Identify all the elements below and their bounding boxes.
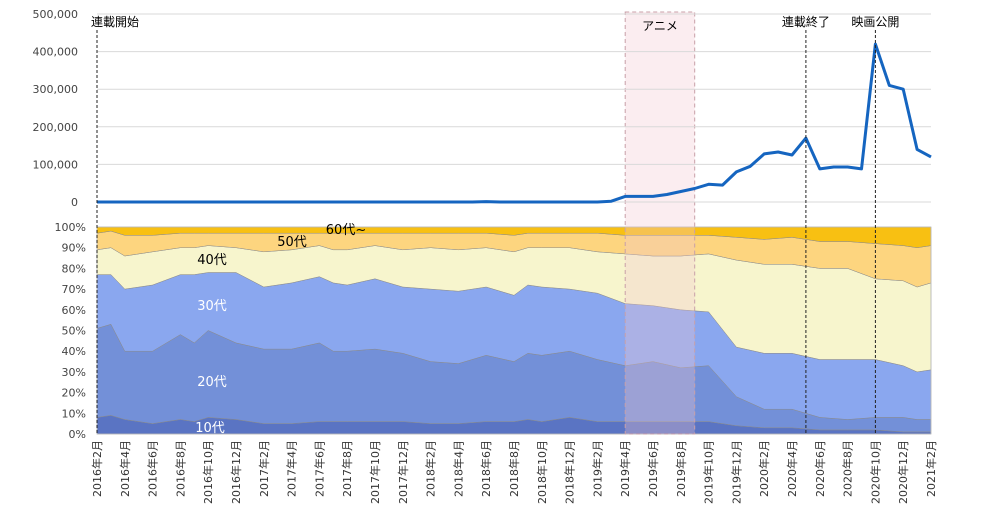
area-ytick-label: 40% xyxy=(62,345,86,358)
xtick-label: 2017年8月 xyxy=(340,440,354,497)
xtick-label: 2019年6月 xyxy=(646,440,660,497)
annotation-label-0: 連載開始 xyxy=(91,15,139,29)
xtick-label: 2019年10月 xyxy=(702,440,716,504)
xtick-label: 2016年6月 xyxy=(146,440,160,497)
line-chart-series xyxy=(96,42,932,204)
xtick-label: 2020年12月 xyxy=(896,440,910,504)
xtick-label: 2017年2月 xyxy=(257,440,271,497)
xtick-label: 2020年8月 xyxy=(841,440,855,497)
xtick-label: 2018年8月 xyxy=(507,440,521,497)
area-chart-layers: 10代 20代 30代 40代 50代 60代~ xyxy=(96,223,932,436)
xtick-label: 2018年4月 xyxy=(451,440,465,497)
xtick-label: 2019年12月 xyxy=(729,440,743,504)
anime-period-band xyxy=(624,11,696,435)
area-ytick-label: 30% xyxy=(62,366,86,379)
anime-band-rect xyxy=(624,11,696,435)
xtick-label: 2016年4月 xyxy=(118,440,132,497)
xtick-label: 2020年2月 xyxy=(757,440,771,497)
xtick-label: 2016年10月 xyxy=(201,440,215,504)
area-ytick-label: 20% xyxy=(62,387,86,400)
line-ytick-label: 200,000 xyxy=(33,121,79,134)
event-annotations: 連載開始 アニメ 連載終了 映画公開 xyxy=(91,14,899,434)
xtick-label: 2019年8月 xyxy=(674,440,688,497)
xtick-label: 2021年2月 xyxy=(924,440,938,497)
xtick-label: 2018年2月 xyxy=(424,440,438,497)
area-series-label-4: 40代 xyxy=(197,253,227,268)
annotation-label-2: 連載終了 xyxy=(782,14,830,29)
area-ytick-label: 90% xyxy=(62,242,86,255)
area-series-label-1: 10代 xyxy=(195,421,225,436)
area-series-label-6: 60代~ xyxy=(326,223,366,238)
area-ytick-label: 70% xyxy=(62,283,86,296)
xtick-label: 2019年2月 xyxy=(590,440,604,497)
line-ytick-label: 300,000 xyxy=(33,83,79,96)
area-series-label-3: 30代 xyxy=(197,299,227,314)
annotation-label-3: 映画公開 xyxy=(851,15,899,29)
xtick-label: 2018年10月 xyxy=(535,440,549,504)
line-ytick-label: 0 xyxy=(71,196,78,209)
xtick-label: 2017年4月 xyxy=(285,440,299,497)
area-ytick-label: 60% xyxy=(62,304,86,317)
xtick-label: 2016年8月 xyxy=(173,440,187,497)
area-series-label-5: 50代 xyxy=(277,235,307,250)
xtick-label: 2017年6月 xyxy=(312,440,326,497)
xtick-label: 2018年6月 xyxy=(479,440,493,497)
area-ytick-label: 0% xyxy=(69,428,86,441)
xtick-label: 2017年10月 xyxy=(368,440,382,504)
xtick-label: 2020年4月 xyxy=(785,440,799,497)
area-series-label-2: 20代 xyxy=(197,375,227,390)
area-ytick-label: 80% xyxy=(62,262,86,275)
xtick-label: 2019年4月 xyxy=(618,440,632,497)
line-ytick-label: 400,000 xyxy=(33,46,79,59)
xtick-label: 2016年12月 xyxy=(229,440,243,504)
xtick-label: 2017年12月 xyxy=(396,440,410,504)
xtick-label: 2020年10月 xyxy=(868,440,882,504)
line-ytick-label: 500,000 xyxy=(33,8,79,21)
line-ytick-label: 100,000 xyxy=(33,158,79,171)
xtick-label: 2018年12月 xyxy=(563,440,577,504)
axis-labels: 500,000 400,000 300,000 200,000 100,000 0 100%… xyxy=(33,8,939,504)
area-ytick-label: 10% xyxy=(62,407,86,420)
area-ytick-label: 50% xyxy=(62,325,86,338)
area-ytick-label: 100% xyxy=(55,221,86,234)
xtick-label: 2020年6月 xyxy=(813,440,827,497)
xtick-label: 2016年2月 xyxy=(90,440,104,497)
annotation-anime-label: アニメ xyxy=(642,19,678,33)
